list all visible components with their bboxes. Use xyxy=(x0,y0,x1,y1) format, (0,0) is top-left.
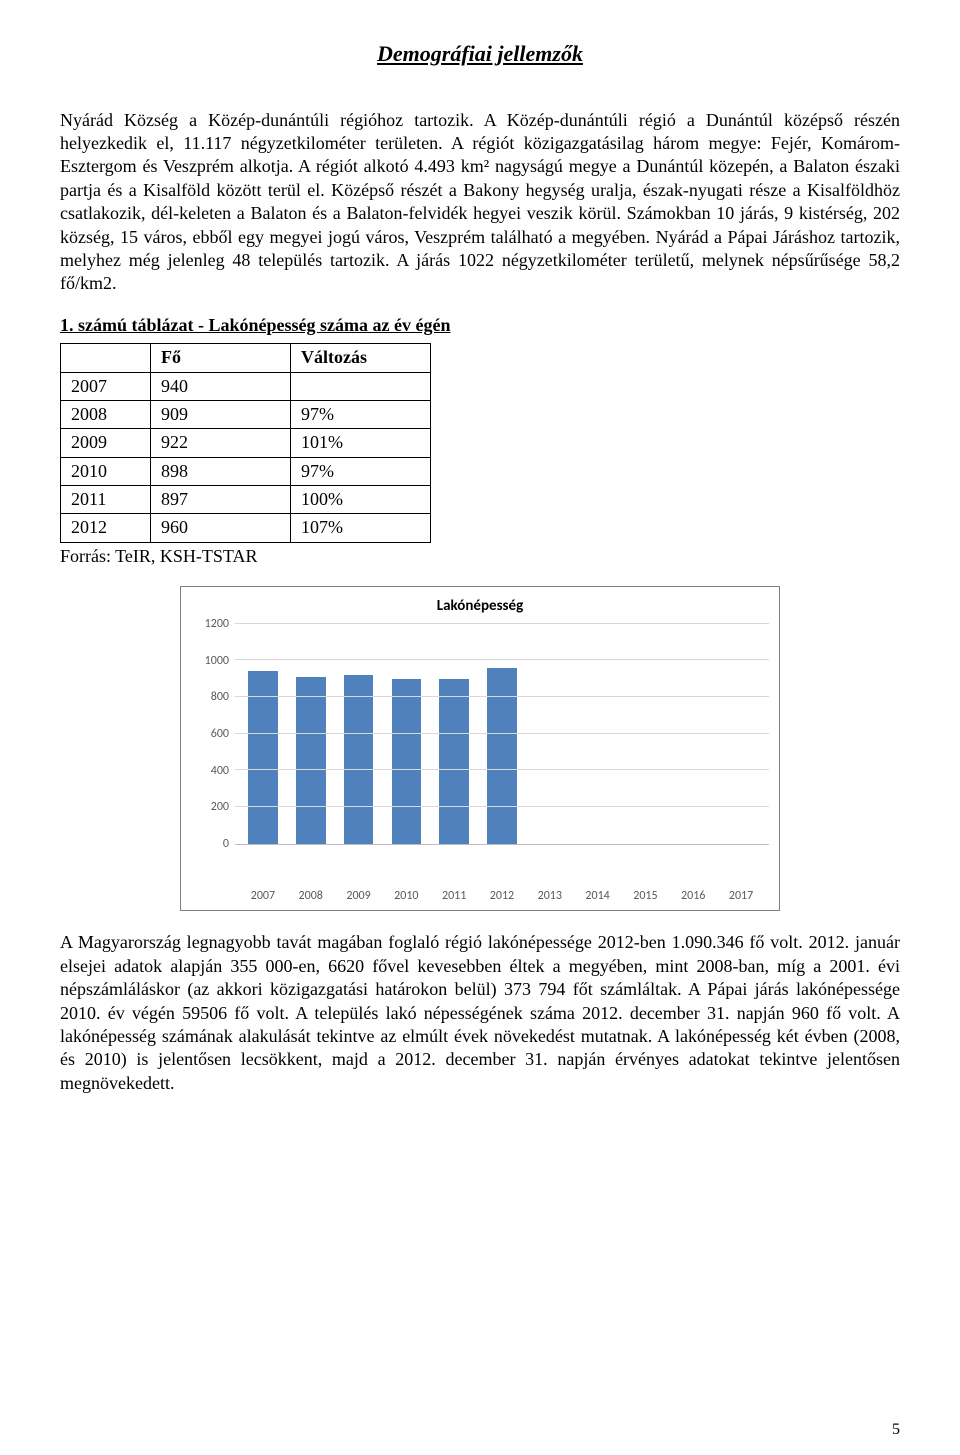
chart-bar-slot xyxy=(382,625,430,844)
table-cell: 2012 xyxy=(61,514,151,542)
chart-bar-slot xyxy=(622,625,670,844)
chart-bar-slot xyxy=(335,625,383,844)
population-chart: Lakónépesség 020040060080010001200 20072… xyxy=(180,586,780,911)
chart-y-tick: 800 xyxy=(211,690,229,706)
chart-bar-slot xyxy=(669,625,717,844)
table-header-row: Fő Változás xyxy=(61,344,431,372)
chart-x-label: 2008 xyxy=(287,889,335,905)
chart-bar-slot xyxy=(239,625,287,844)
chart-y-tick: 1200 xyxy=(205,617,229,633)
table-row: 2012960107% xyxy=(61,514,431,542)
table-cell: 2008 xyxy=(61,400,151,428)
table-cell: 2010 xyxy=(61,457,151,485)
chart-bar xyxy=(248,671,278,843)
chart-bars xyxy=(235,625,769,844)
chart-x-label: 2012 xyxy=(478,889,526,905)
chart-x-label: 2013 xyxy=(526,889,574,905)
table-cell: 2011 xyxy=(61,486,151,514)
chart-y-axis: 020040060080010001200 xyxy=(191,625,235,845)
chart-y-tick: 400 xyxy=(211,764,229,780)
chart-gridline xyxy=(235,733,769,734)
chart-bar-slot xyxy=(574,625,622,844)
chart-bar xyxy=(392,679,422,844)
chart-bar-slot xyxy=(526,625,574,844)
table-cell xyxy=(291,372,431,400)
table-cell: 940 xyxy=(151,372,291,400)
table-cell: 101% xyxy=(291,429,431,457)
chart-bar xyxy=(296,677,326,844)
chart-gridline xyxy=(235,696,769,697)
table-row: 2009922101% xyxy=(61,429,431,457)
table-header-empty xyxy=(61,344,151,372)
chart-gridline xyxy=(235,659,769,660)
chart-x-label: 2016 xyxy=(669,889,717,905)
table-cell: 960 xyxy=(151,514,291,542)
table-source: Forrás: TeIR, KSH-TSTAR xyxy=(60,545,900,568)
table-cell: 97% xyxy=(291,400,431,428)
table-cell: 2009 xyxy=(61,429,151,457)
chart-x-label: 2009 xyxy=(335,889,383,905)
table-header-valtozas: Változás xyxy=(291,344,431,372)
population-table: Fő Változás 2007940200890997%2009922101%… xyxy=(60,343,431,543)
table-cell: 2007 xyxy=(61,372,151,400)
chart-y-tick: 1000 xyxy=(205,654,229,670)
table-row: 201089897% xyxy=(61,457,431,485)
chart-bar-slot xyxy=(717,625,765,844)
chart-bar-slot xyxy=(478,625,526,844)
table-cell: 897 xyxy=(151,486,291,514)
chart-x-label: 2017 xyxy=(717,889,765,905)
chart-bar xyxy=(439,679,469,843)
table-row: 200890997% xyxy=(61,400,431,428)
table-header-fo: Fő xyxy=(151,344,291,372)
chart-title: Lakónépesség xyxy=(191,597,769,617)
chart-gridline xyxy=(235,769,769,770)
table-cell: 100% xyxy=(291,486,431,514)
table-cell: 909 xyxy=(151,400,291,428)
table-row: 2007940 xyxy=(61,372,431,400)
chart-bar xyxy=(487,668,517,844)
page-number: 5 xyxy=(892,1420,900,1441)
chart-x-label: 2015 xyxy=(622,889,670,905)
closing-paragraph: A Magyarország legnagyobb tavát magában … xyxy=(60,931,900,1095)
chart-plot xyxy=(235,625,769,845)
table-row: 2011897100% xyxy=(61,486,431,514)
chart-x-label: 2007 xyxy=(239,889,287,905)
chart-x-label: 2014 xyxy=(574,889,622,905)
table-cell: 107% xyxy=(291,514,431,542)
chart-bar-slot xyxy=(430,625,478,844)
table-caption: 1. számú táblázat - Lakónépesség száma a… xyxy=(60,314,900,337)
chart-y-tick: 0 xyxy=(223,837,229,853)
chart-gridline xyxy=(235,623,769,624)
chart-y-tick: 200 xyxy=(211,800,229,816)
chart-bar-slot xyxy=(287,625,335,844)
chart-x-label: 2011 xyxy=(430,889,478,905)
table-cell: 898 xyxy=(151,457,291,485)
chart-x-label: 2010 xyxy=(382,889,430,905)
chart-gridline xyxy=(235,806,769,807)
table-cell: 97% xyxy=(291,457,431,485)
page-title: Demográfiai jellemzők xyxy=(60,40,900,69)
chart-bar xyxy=(344,675,374,844)
table-cell: 922 xyxy=(151,429,291,457)
chart-x-axis: 2007200820092010201120122013201420152016… xyxy=(235,885,769,905)
intro-paragraph: Nyárád Község a Közép-dunántúli régióhoz… xyxy=(60,109,900,296)
chart-y-tick: 600 xyxy=(211,727,229,743)
